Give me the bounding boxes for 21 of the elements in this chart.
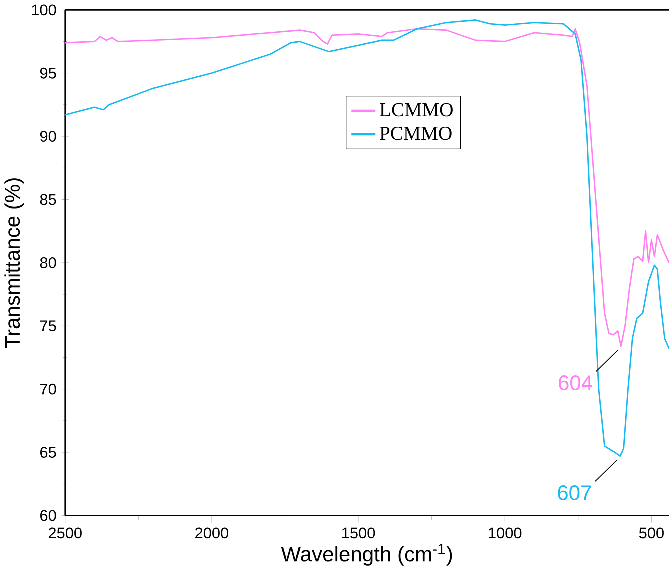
x-tick-label: 2000: [196, 528, 229, 539]
x-axis-title: Wavelength (cm$^{-1}$): [281, 544, 452, 566]
line-series: [65, 28, 670, 348]
annotation: 607: [558, 486, 592, 501]
y-tick-label: 75: [40, 320, 56, 332]
annotation: 604: [559, 376, 593, 391]
x-tick-label: 1500: [342, 528, 376, 539]
y-tick-label: 65: [40, 447, 56, 458]
x-tick-label: 2500: [48, 528, 82, 539]
y-axis-title: Transmittance (%): [4, 178, 24, 348]
legend-label: LCMMO: [380, 104, 453, 117]
y-tick-label: 85: [40, 194, 56, 206]
y-tick-label: 100: [32, 4, 56, 16]
y-tick-label: 60: [40, 510, 56, 522]
y-tick-label: 90: [40, 131, 56, 142]
y-tick-label: 80: [40, 258, 56, 269]
y-tick-label: 95: [40, 68, 56, 80]
x-tick-label: 1000: [489, 528, 522, 539]
y-tick-label: 70: [40, 384, 56, 395]
x-tick-label: 500: [639, 528, 664, 539]
legend-label: PCMMO: [380, 127, 452, 140]
